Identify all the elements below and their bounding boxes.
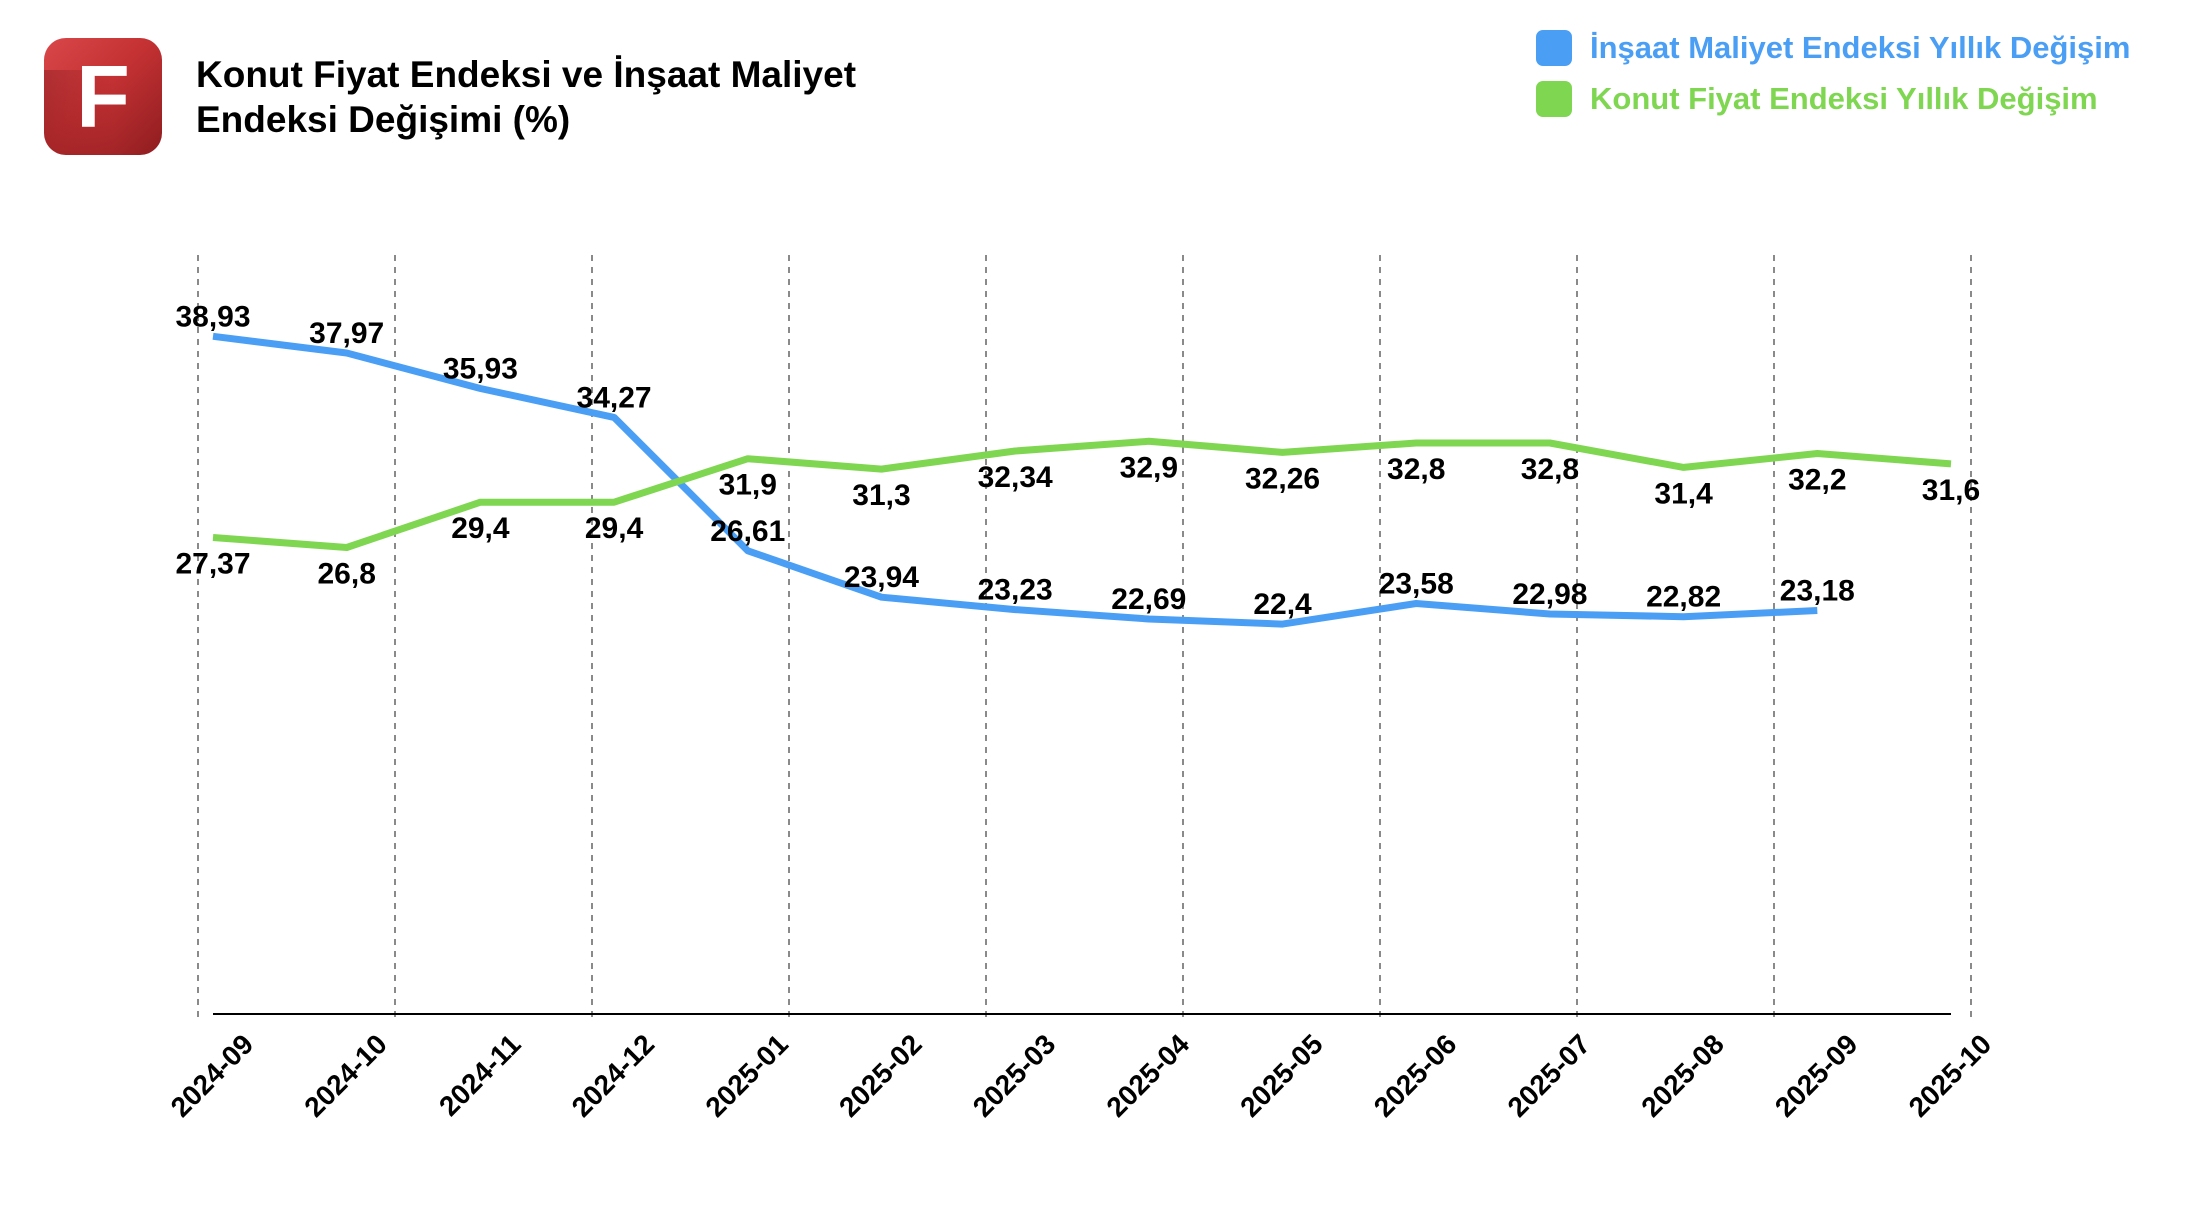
x-tick-label: 2025-06 — [1368, 1028, 1463, 1123]
data-label: 27,37 — [175, 548, 250, 581]
logo-letter: F — [76, 46, 130, 146]
x-tick-label: 2025-10 — [1903, 1028, 1998, 1123]
data-label: 29,4 — [585, 512, 644, 545]
x-tick-label: 2025-02 — [833, 1028, 928, 1123]
data-label: 32,2 — [1788, 463, 1846, 496]
data-label: 23,18 — [1780, 574, 1855, 607]
data-label: 29,4 — [451, 512, 510, 545]
chart-title: Konut Fiyat Endeksi ve İnşaat Maliyet En… — [196, 52, 1096, 142]
x-tick-label: 2025-08 — [1635, 1028, 1730, 1123]
brand-logo: F — [44, 38, 162, 155]
x-tick-labels: 2024-09 2024-10 2024-11 2024-12 2025-01 2025-… — [165, 1028, 1998, 1123]
vertical-gridlines — [197, 255, 1972, 1023]
data-label: 23,58 — [1379, 568, 1454, 601]
data-label: 35,93 — [443, 353, 518, 386]
data-label: 37,97 — [309, 317, 384, 350]
chart-title-line-2: Endeksi Değişimi (%) — [196, 99, 571, 140]
data-label: 31,3 — [852, 479, 910, 512]
logo-shade — [44, 70, 114, 155]
x-tick-label: 2024-11 — [433, 1028, 526, 1121]
data-label: 34,27 — [577, 381, 652, 414]
data-label: 38,93 — [175, 300, 250, 333]
data-label: 32,26 — [1245, 462, 1320, 495]
data-label: 31,6 — [1922, 474, 1980, 507]
x-tick-label: 2025-09 — [1769, 1028, 1864, 1123]
legend-item-insaat[interactable]: İnşaat Maliyet Endeksi Yıllık Değişim — [1536, 30, 2130, 66]
series-line-konut — [212, 437, 1952, 551]
x-tick-label: 2024-09 — [165, 1028, 260, 1123]
data-label: 26,61 — [710, 515, 785, 548]
data-label: 22,69 — [1111, 583, 1186, 616]
data-label: 31,9 — [719, 469, 777, 502]
data-label: 31,4 — [1654, 477, 1713, 510]
x-tick-label: 2025-05 — [1234, 1028, 1329, 1123]
legend-label-konut: Konut Fiyat Endeksi Yıllık Değişim — [1590, 81, 2098, 116]
data-label: 22,98 — [1512, 578, 1587, 611]
data-labels: 38,93 37,97 35,93 34,27 26,61 23,94 23,23 22,69… — [175, 300, 1980, 621]
x-tick-label: 2025-03 — [967, 1028, 1062, 1123]
x-tick-label: 2025-07 — [1502, 1028, 1597, 1123]
x-tick-label: 2024-12 — [566, 1028, 661, 1123]
legend-swatch-konut — [1536, 81, 1572, 117]
series-lines — [212, 332, 1952, 628]
x-tick-label: 2024-10 — [298, 1028, 393, 1123]
legend-swatch-insaat — [1536, 30, 1572, 66]
x-tick-label: 2025-01 — [699, 1028, 794, 1123]
legend: İnşaat Maliyet Endeksi Yıllık Değişim Ko… — [1536, 30, 2130, 132]
data-label: 23,94 — [844, 561, 919, 594]
x-tick-label: 2025-04 — [1101, 1028, 1196, 1123]
data-label: 22,4 — [1253, 588, 1312, 621]
data-label: 32,8 — [1387, 453, 1445, 486]
data-label: 32,8 — [1521, 453, 1579, 486]
data-label: 32,9 — [1120, 451, 1178, 484]
data-label: 26,8 — [317, 557, 375, 590]
legend-label-insaat: İnşaat Maliyet Endeksi Yıllık Değişim — [1590, 30, 2131, 65]
legend-item-konut[interactable]: Konut Fiyat Endeksi Yıllık Değişim — [1536, 81, 2130, 117]
chart-title-line-1: Konut Fiyat Endeksi ve İnşaat Maliyet — [196, 54, 857, 95]
data-label: 22,82 — [1646, 581, 1721, 614]
series-line-insaat — [212, 332, 1818, 628]
data-label: 23,23 — [978, 574, 1053, 607]
data-label: 32,34 — [978, 461, 1053, 494]
